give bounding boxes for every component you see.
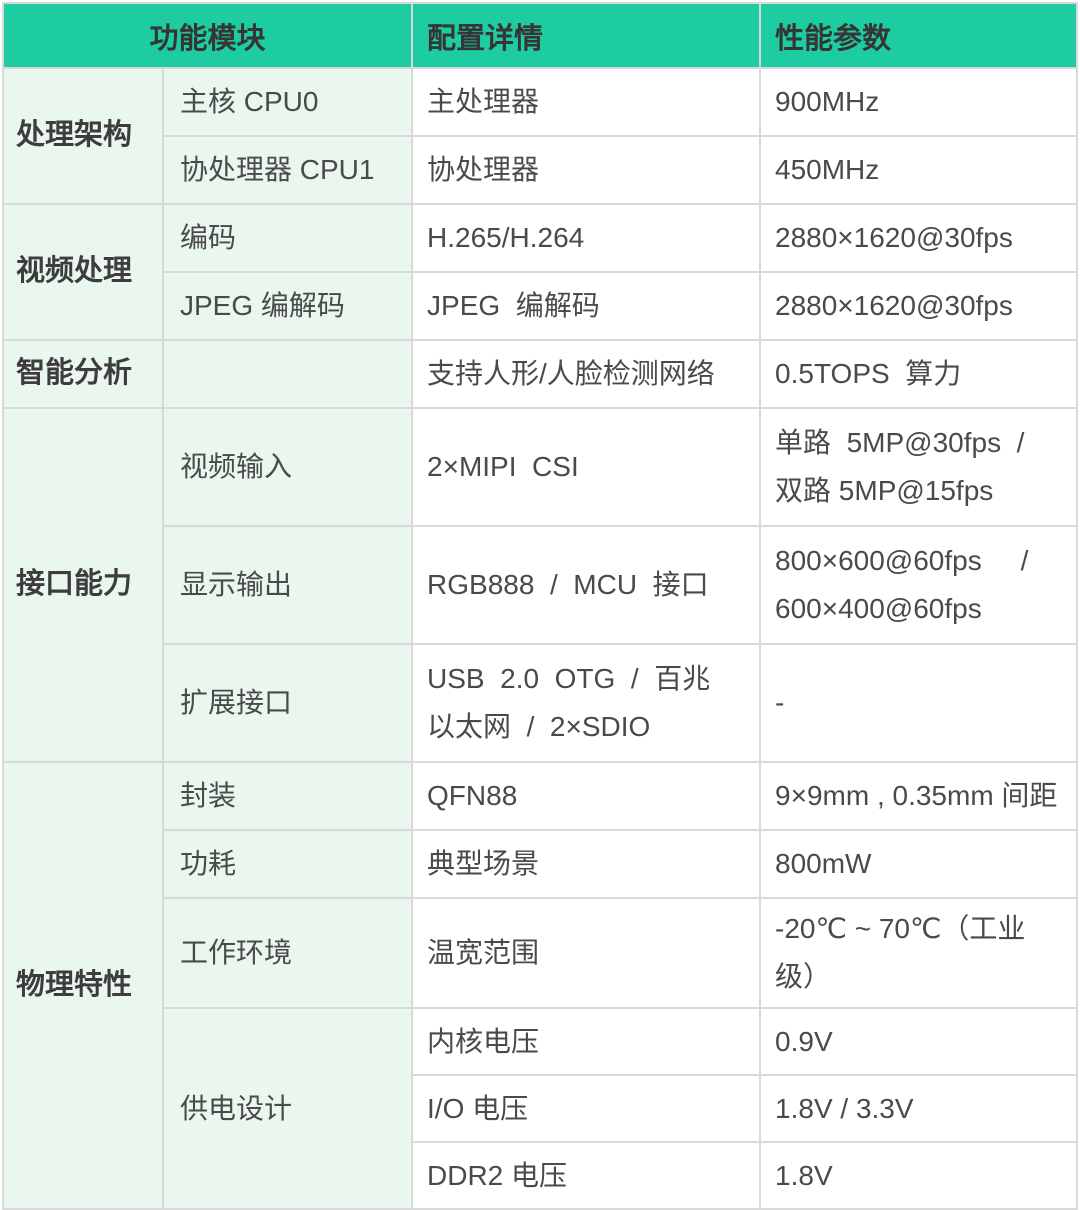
header-perf: 性能参数	[759, 2, 1079, 69]
table-row: JPEG 编解码 JPEG 编解码 2880×1620@30fps	[3, 271, 1079, 341]
item-cell: 编码	[161, 203, 414, 273]
table-row: 功耗 典型场景 800mW	[3, 829, 1079, 899]
table-row: 物理特性 封装 QFN88 9×9mm , 0.35mm 间距	[2, 760, 1079, 1210]
table-row: I/O 电压 1.8V / 3.3V	[3, 1074, 1079, 1144]
item-cell: 封装	[161, 761, 414, 831]
config-cell: 协处理器	[411, 135, 762, 205]
table-row: 供电设计 内核电压 0.9V	[3, 1007, 1079, 1210]
table-row: 协处理器 CPU1 协处理器 450MHz	[3, 135, 1079, 205]
perf-cell: 2880×1620@30fps	[759, 203, 1079, 273]
header-row: 功能模块 配置详情 性能参数	[1, 2, 1079, 69]
item-cell	[161, 339, 414, 409]
category-cell: 接口能力	[2, 407, 164, 763]
config-cell: 2×MIPI CSI	[411, 407, 762, 527]
config-cell: 内核电压	[411, 1007, 762, 1077]
perf-cell: -	[759, 643, 1079, 763]
category-cell: 智能分析	[2, 339, 164, 409]
config-cell: I/O 电压	[411, 1074, 762, 1144]
perf-cell: 1.8V / 3.3V	[759, 1074, 1079, 1144]
config-cell: 典型场景	[411, 829, 762, 899]
config-cell: QFN88	[411, 761, 762, 831]
perf-cell: 单路 5MP@30fps / 双路 5MP@15fps	[759, 407, 1079, 527]
config-cell: 支持人形/人脸检测网络	[411, 339, 762, 409]
config-cell: RGB888 / MCU 接口	[411, 525, 762, 645]
item-cell: 协处理器 CPU1	[161, 135, 414, 205]
table-row: 工作环境 温宽范围 -20℃ ~ 70℃（工业级）	[3, 896, 1079, 1010]
config-cell: USB 2.0 OTG / 百兆 以太网 / 2×SDIO	[411, 643, 762, 763]
item-cell: 供电设计	[161, 1007, 414, 1210]
table-row: 智能分析 支持人形/人脸检测网络 0.5TOPS 算力	[2, 339, 1079, 409]
table-row: 接口能力 视频输入 2×MIPI CSI 单路 5MP@30fps / 双路 5…	[2, 407, 1079, 763]
perf-cell: 9×9mm , 0.35mm 间距	[759, 761, 1079, 831]
config-cell: H.265/H.264	[411, 203, 762, 273]
item-cell: 功耗	[161, 829, 414, 899]
category-cell: 视频处理	[2, 203, 164, 341]
item-cell: 主核 CPU0	[161, 67, 414, 137]
perf-cell: 450MHz	[759, 135, 1079, 205]
perf-cell: 900MHz	[759, 67, 1079, 137]
category-cell: 物理特性	[2, 760, 164, 1210]
item-cell: 显示输出	[161, 525, 414, 645]
perf-cell: 2880×1620@30fps	[759, 271, 1079, 341]
config-cell: 温宽范围	[411, 896, 762, 1010]
category-cell: 处理架构	[2, 67, 164, 205]
perf-cell: 0.9V	[759, 1007, 1079, 1077]
header-config: 配置详情	[411, 2, 762, 69]
table-row: 处理架构 主核 CPU0 主处理器 900MHz	[2, 67, 1079, 205]
table-row: 扩展接口 USB 2.0 OTG / 百兆 以太网 / 2×SDIO -	[3, 643, 1079, 763]
item-cell: 视频输入	[161, 407, 414, 527]
perf-cell: -20℃ ~ 70℃（工业级）	[759, 896, 1079, 1010]
perf-cell: 0.5TOPS 算力	[759, 339, 1079, 409]
config-cell: JPEG 编解码	[411, 271, 762, 341]
config-cell: 主处理器	[411, 67, 762, 137]
item-cell: JPEG 编解码	[161, 271, 414, 341]
item-cell: 扩展接口	[161, 643, 414, 763]
item-cell: 工作环境	[161, 896, 414, 1010]
perf-cell: 800×600@60fps / 600×400@60fps	[759, 525, 1079, 645]
table-row: 视频处理 编码 H.265/H.264 2880×1620@30fps	[2, 203, 1079, 341]
table-row: 显示输出 RGB888 / MCU 接口 800×600@60fps / 600…	[3, 525, 1079, 645]
header-module: 功能模块	[1, 2, 414, 69]
perf-cell: 800mW	[759, 829, 1079, 899]
